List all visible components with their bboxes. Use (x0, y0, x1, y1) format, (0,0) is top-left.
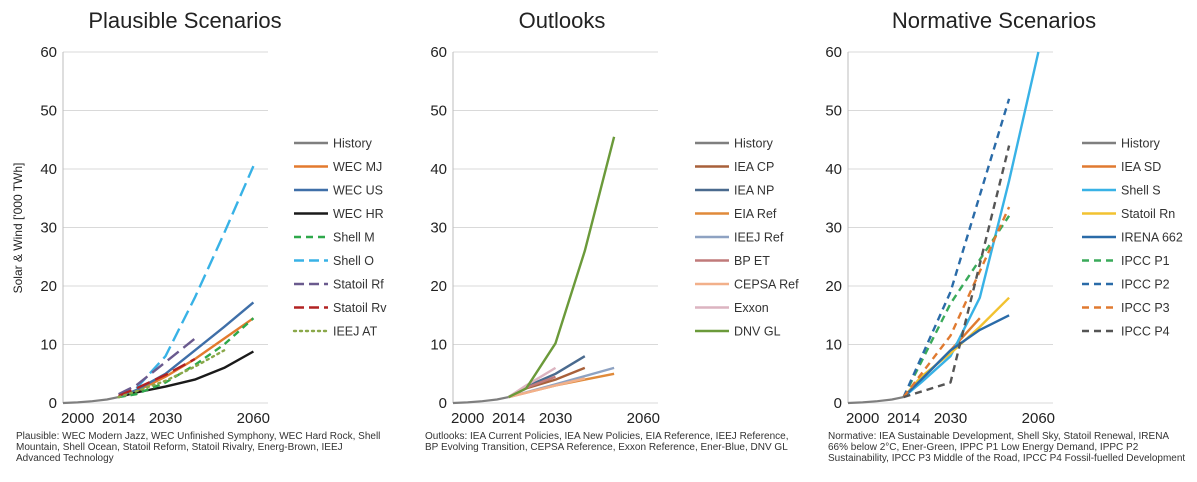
legend-label-iea-cp: IEA CP (734, 160, 774, 174)
series-line-wec-hr (118, 350, 254, 399)
y-tick-label: 60 (825, 44, 842, 61)
y-axis-label: Solar & Wind ['000 TWh] (11, 163, 25, 294)
legend-label-ieej-ref: IEEJ Ref (734, 231, 784, 245)
x-tick-label: 2000 (846, 410, 879, 427)
legend-label-bp-et: BP ET (734, 254, 770, 268)
legend-label-ieej-at: IEEJ AT (333, 325, 378, 339)
legend-label-wec-hr: WEC HR (333, 207, 384, 221)
chart-title: Normative Scenarios (892, 8, 1096, 33)
legend-label-statoil-rf: Statoil Rf (333, 278, 384, 292)
legend-label-history: History (333, 137, 373, 151)
series-line-ipcc-p4 (903, 145, 1011, 399)
legend-label-dnv-gl: DNV GL (734, 325, 781, 339)
series-line-history (452, 396, 509, 405)
y-tick-label: 60 (40, 44, 57, 61)
series-line-irena-662 (902, 314, 1010, 398)
y-tick-label: 30 (430, 220, 447, 237)
caption-normative: Normative: IEA Sustainable Development, … (828, 431, 1186, 464)
x-tick-label: 2014 (887, 410, 920, 427)
y-tick-label: 20 (40, 278, 57, 295)
legend-label-cepsa-ref: CEPSA Ref (734, 278, 799, 292)
y-tick-label: 0 (439, 395, 447, 412)
legend-label-statoil-rv: Statoil Rv (333, 301, 387, 315)
y-tick-label: 50 (40, 103, 57, 120)
caption-outlooks: Outlooks: IEA Current Policies, IEA New … (425, 431, 789, 453)
legend-label-exxon: Exxon (734, 301, 769, 315)
series-line-shell-o (118, 165, 255, 399)
x-tick-label: 2030 (539, 410, 572, 427)
y-tick-label: 60 (430, 44, 447, 61)
y-tick-label: 0 (834, 395, 842, 412)
legend-label-shell-m: Shell M (333, 231, 375, 245)
series-line-ipcc-p2 (902, 98, 1011, 398)
x-tick-label: 2030 (149, 410, 182, 427)
legend-label-shell-o: Shell O (333, 254, 374, 268)
y-tick-label: 30 (825, 220, 842, 237)
y-tick-label: 10 (825, 337, 842, 354)
caption-plausible: Plausible: WEC Modern Jazz, WEC Unfinish… (16, 431, 381, 464)
legend-label-wec-us: WEC US (333, 184, 383, 198)
legend-label-wec-mj: WEC MJ (333, 160, 382, 174)
x-tick-label: 2060 (627, 410, 660, 427)
series-line-history (847, 396, 904, 405)
y-tick-label: 20 (825, 278, 842, 295)
x-tick-label: 2030 (934, 410, 967, 427)
y-tick-label: 40 (825, 161, 842, 178)
series-line-ipcc-p3 (902, 206, 1011, 398)
legend-label-statoil-rn: Statoil Rn (1121, 207, 1175, 221)
legend-label-iea-np: IEA NP (734, 184, 774, 198)
y-tick-label: 50 (825, 103, 842, 120)
x-tick-label: 2060 (237, 410, 270, 427)
legend-label-eia-ref: EIA Ref (734, 207, 777, 221)
y-tick-label: 0 (49, 395, 57, 412)
x-tick-label: 2014 (102, 410, 135, 427)
y-tick-label: 20 (430, 278, 447, 295)
series-line-wec-us (118, 301, 255, 399)
y-tick-label: 50 (430, 103, 447, 120)
legend-label-irena-662: IRENA 662 (1121, 231, 1183, 245)
series-line-ipcc-p1 (902, 215, 1011, 398)
series-line-cepsa-ref (508, 377, 586, 399)
chart-title: Outlooks (519, 8, 606, 33)
x-tick-label: 2000 (451, 410, 484, 427)
legend-label-ipcc-p2: IPCC P2 (1121, 278, 1170, 292)
y-tick-label: 10 (40, 337, 57, 354)
series-line-shell-s (902, 51, 1040, 399)
x-tick-label: 2000 (61, 410, 94, 427)
legend-label-shell-s: Shell S (1121, 184, 1161, 198)
series-line-statoil-rf (118, 337, 196, 396)
legend-label-ipcc-p1: IPCC P1 (1121, 254, 1170, 268)
y-tick-label: 40 (430, 161, 447, 178)
y-tick-label: 10 (430, 337, 447, 354)
x-tick-label: 2014 (492, 410, 525, 427)
x-tick-label: 2060 (1022, 410, 1055, 427)
legend-label-history: History (1121, 137, 1161, 151)
legend-label-iea-sd: IEA SD (1121, 160, 1161, 174)
legend-label-ipcc-p4: IPCC P4 (1121, 325, 1170, 339)
legend-label-history: History (734, 137, 774, 151)
series-line-history (62, 396, 119, 405)
series-line-dnv-gl (508, 136, 616, 399)
chart-title: Plausible Scenarios (88, 8, 281, 33)
series-line-ieej-at (117, 349, 226, 399)
y-tick-label: 40 (40, 161, 57, 178)
series-line-exxon (507, 366, 557, 399)
y-tick-label: 30 (40, 220, 57, 237)
legend-label-ipcc-p3: IPCC P3 (1121, 301, 1170, 315)
series-line-statoil-rv (118, 358, 196, 398)
